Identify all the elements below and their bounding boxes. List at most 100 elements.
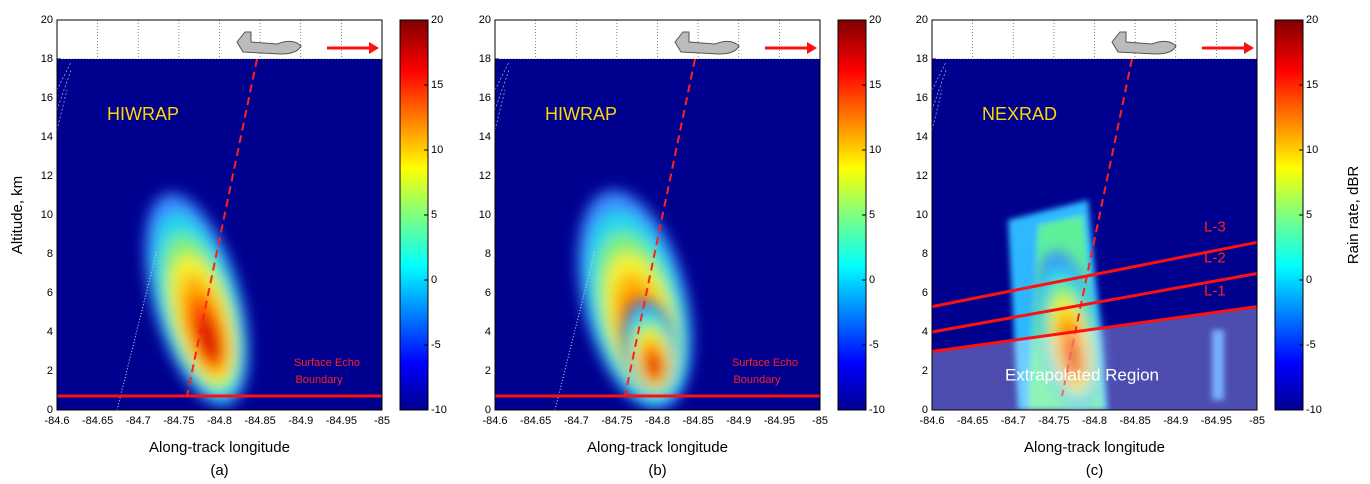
extrapolated-region bbox=[932, 306, 1257, 410]
y-tick-label: 12 bbox=[41, 170, 53, 182]
echo-blob bbox=[144, 193, 250, 407]
colorbar-tick-label: 0 bbox=[431, 274, 437, 286]
level-label: L-2 bbox=[1204, 249, 1226, 266]
y-tick-label: 6 bbox=[47, 287, 53, 299]
colorbar-tick-label: -5 bbox=[431, 339, 441, 351]
y-tick-label: 16 bbox=[479, 92, 491, 104]
colorbar bbox=[837, 19, 867, 411]
radar-field bbox=[495, 59, 820, 410]
panel-label: HIWRAP bbox=[107, 104, 179, 124]
colorbar-tick-label: 5 bbox=[1306, 209, 1312, 221]
colorbar-tick-label: 15 bbox=[431, 79, 443, 91]
note-line: Surface Echo bbox=[294, 357, 360, 369]
x-tick-label: -84.9 bbox=[726, 415, 751, 427]
level-line bbox=[931, 305, 1258, 353]
colorbar-tick-label: 20 bbox=[1306, 14, 1318, 26]
x-axis-label: Along-track longitude bbox=[587, 439, 728, 456]
panel: 0 2 4 6 8 10 12 14 16 18 20 -84.6 -84.65 -84.7 -84.75 -… bbox=[9, 14, 447, 479]
colorbar-tick-label: -10 bbox=[1306, 404, 1322, 416]
panel-label: NEXRAD bbox=[982, 104, 1057, 124]
note-line: Boundary bbox=[733, 374, 781, 386]
region-label: Extrapolated Region bbox=[1005, 365, 1159, 384]
y-tick-label: 14 bbox=[916, 131, 928, 143]
colorbar-label: Rain rate, dBR bbox=[1345, 166, 1362, 265]
note-line: Boundary bbox=[295, 374, 343, 386]
streak bbox=[554, 249, 596, 410]
y-tick-label: 2 bbox=[922, 365, 928, 377]
echo-layer bbox=[196, 314, 220, 362]
radar-field bbox=[932, 59, 1257, 410]
y-tick-label: 20 bbox=[479, 14, 491, 26]
aircraft-body bbox=[1111, 31, 1177, 55]
beam-line bbox=[1061, 58, 1133, 397]
arrow-head bbox=[369, 42, 379, 54]
x-axis-label: Along-track longitude bbox=[1024, 439, 1165, 456]
aircraft-body bbox=[674, 31, 740, 55]
x-tick-label: -84.8 bbox=[645, 415, 670, 427]
colorbar-tick-label: 0 bbox=[1306, 274, 1312, 286]
aircraft-icon bbox=[236, 31, 302, 55]
edge-streaks bbox=[932, 61, 947, 131]
level-label: L-1 bbox=[1204, 283, 1226, 300]
level-line bbox=[931, 272, 1258, 334]
y-tick-label: 6 bbox=[485, 287, 491, 299]
y-tick-label: 4 bbox=[485, 326, 491, 338]
y-tick-label: 16 bbox=[41, 92, 53, 104]
x-tick-label: -84.7 bbox=[564, 415, 589, 427]
y-tick-label: 14 bbox=[41, 131, 53, 143]
colorbar-tick-label: 20 bbox=[869, 14, 881, 26]
x-tick-label: -84.9 bbox=[288, 415, 313, 427]
plot-frame bbox=[931, 19, 1258, 411]
plot-frame bbox=[494, 19, 821, 411]
x-tick-label: -84.65 bbox=[520, 415, 551, 427]
x-tick-label: -85 bbox=[1249, 415, 1265, 427]
x-tick-label: -84.75 bbox=[601, 415, 632, 427]
y-tick-label: 0 bbox=[922, 404, 928, 416]
x-tick-label: -85 bbox=[374, 415, 390, 427]
x-tick-label: -84.9 bbox=[1163, 415, 1188, 427]
y-tick-label: 2 bbox=[485, 365, 491, 377]
colorbar bbox=[399, 19, 429, 411]
colorbar-tick-label: 0 bbox=[869, 274, 875, 286]
y-tick-label: 4 bbox=[47, 326, 53, 338]
caption: (b) bbox=[648, 462, 666, 479]
x-axis-label: Along-track longitude bbox=[149, 439, 290, 456]
x-tick-label: -84.65 bbox=[82, 415, 113, 427]
y-tick-label: 8 bbox=[485, 248, 491, 260]
y-axis-label: Altitude, km bbox=[9, 176, 26, 254]
level-label: L-3 bbox=[1204, 218, 1226, 235]
colorbar-tick-label: -10 bbox=[431, 404, 447, 416]
y-tick-label: 14 bbox=[479, 131, 491, 143]
panel: 0 2 4 6 8 10 12 14 16 18 20 -84.6 -84.65 -84.7 -84.75 -… bbox=[916, 14, 1362, 479]
echo-layer bbox=[1065, 340, 1081, 376]
colorbar-tick-label: 20 bbox=[431, 14, 443, 26]
x-tick-label: -84.85 bbox=[683, 415, 714, 427]
caption: (a) bbox=[210, 462, 228, 479]
caption: (c) bbox=[1086, 462, 1104, 479]
radar-field bbox=[57, 59, 382, 410]
x-tick-label: -84.65 bbox=[957, 415, 988, 427]
aircraft-body bbox=[236, 31, 302, 55]
y-tick-label: 6 bbox=[922, 287, 928, 299]
colorbar-tick-label: -5 bbox=[1306, 339, 1316, 351]
x-tick-label: -84.8 bbox=[1082, 415, 1107, 427]
panel-label: HIWRAP bbox=[545, 104, 617, 124]
y-tick-label: 10 bbox=[41, 209, 53, 221]
x-tick-label: -84.7 bbox=[1001, 415, 1026, 427]
y-tick-label: 18 bbox=[479, 53, 491, 65]
colorbar-tick-label: 5 bbox=[869, 209, 875, 221]
x-tick-label: -84.7 bbox=[126, 415, 151, 427]
y-tick-label: 8 bbox=[47, 248, 53, 260]
level-line bbox=[931, 240, 1258, 309]
y-tick-label: 12 bbox=[479, 170, 491, 182]
arrow-head bbox=[1244, 42, 1254, 54]
colorbar-tick-label: 10 bbox=[869, 144, 881, 156]
x-tick-label: -84.6 bbox=[482, 415, 507, 427]
y-tick-label: 18 bbox=[916, 53, 928, 65]
y-tick-label: 0 bbox=[485, 404, 491, 416]
x-tick-label: -84.75 bbox=[1038, 415, 1069, 427]
x-tick-label: -85 bbox=[812, 415, 828, 427]
x-tick-label: -84.85 bbox=[1120, 415, 1151, 427]
colorbar-tick-label: -5 bbox=[869, 339, 879, 351]
y-tick-label: 2 bbox=[47, 365, 53, 377]
